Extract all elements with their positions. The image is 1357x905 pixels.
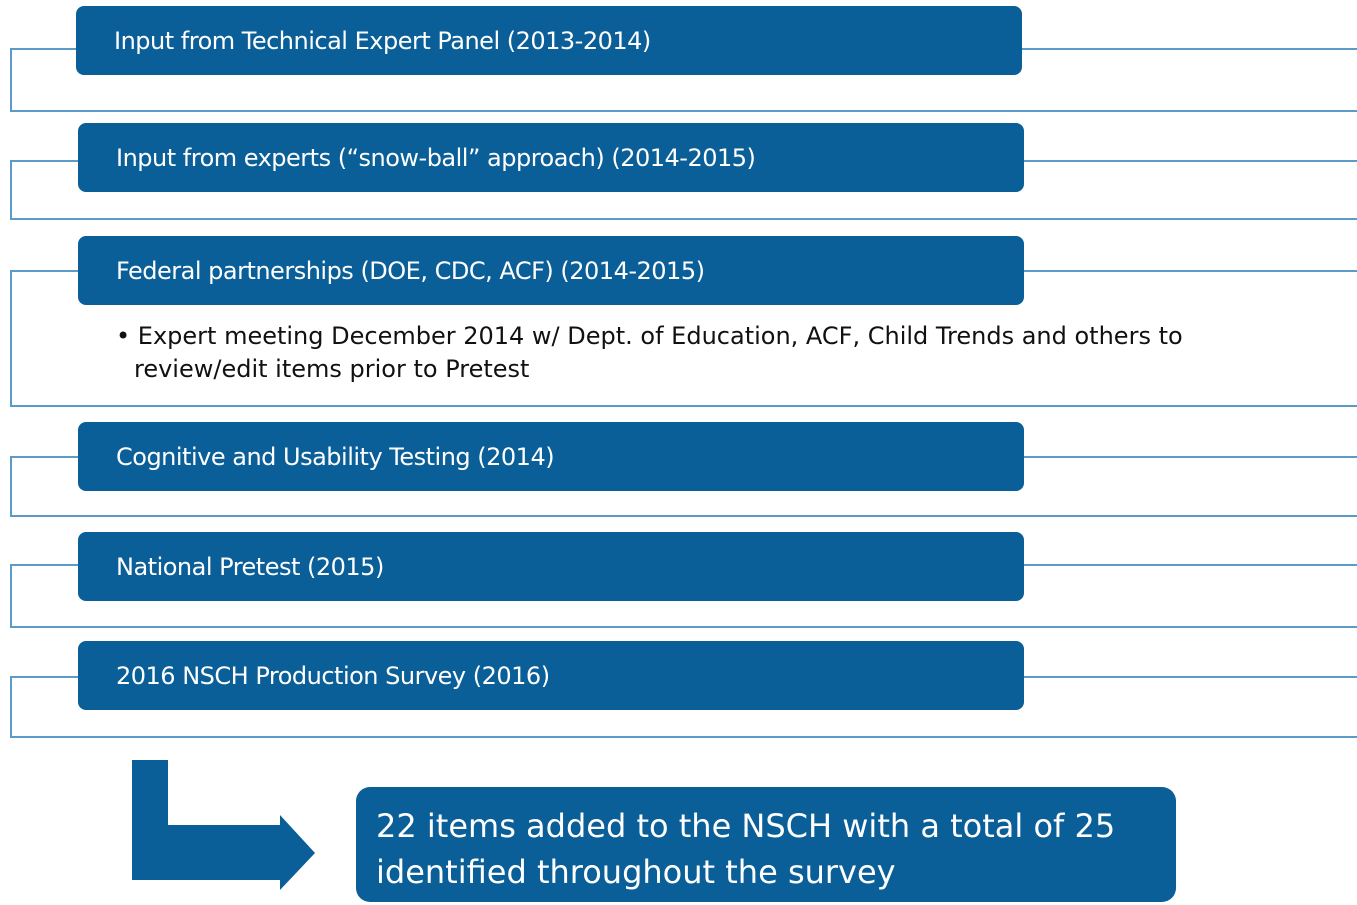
step-header: Federal partnerships (DOE, CDC, ACF) (20…	[78, 236, 1024, 305]
bullet-text: Expert meeting December 2014 w/ Dept. of…	[134, 322, 1183, 383]
result-box: 22 items added to the NSCH with a total …	[356, 787, 1176, 902]
arrow	[132, 760, 315, 890]
step-bullet: • Expert meeting December 2014 w/ Dept. …	[116, 322, 1183, 383]
step-header: Cognitive and Usability Testing (2014)	[78, 422, 1024, 491]
step-header: Input from Technical Expert Panel (2013-…	[76, 6, 1022, 75]
step-header: Input from experts (“snow-ball” approach…	[78, 123, 1024, 192]
step-header: National Pretest (2015)	[78, 532, 1024, 601]
step-header: 2016 NSCH Production Survey (2016)	[78, 641, 1024, 710]
